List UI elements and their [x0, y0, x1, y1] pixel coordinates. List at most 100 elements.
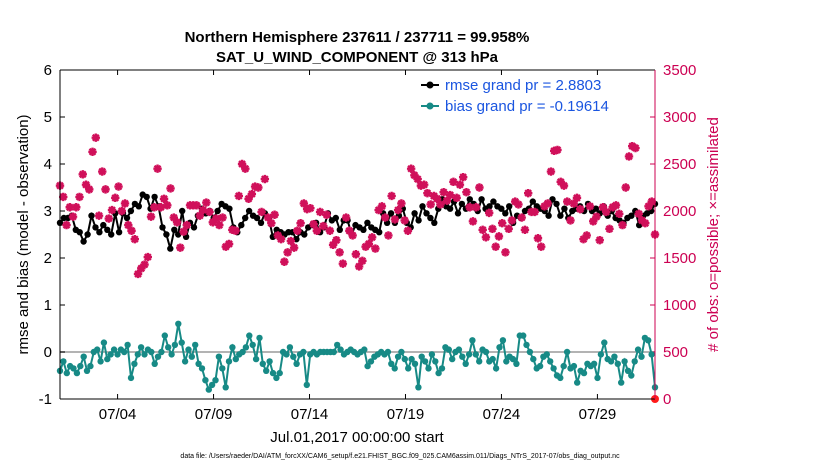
obs-count-marker [504, 224, 513, 234]
bias-point [276, 369, 283, 377]
bias-point [503, 358, 510, 365]
y-tick-label-right: 0 [663, 391, 671, 408]
obs-count-marker [429, 191, 439, 201]
obs-count-marker [351, 250, 361, 259]
bias-point [154, 353, 162, 360]
rmse-point [427, 214, 434, 222]
x-tick-label: 07/29 [579, 406, 617, 423]
bias-point [100, 339, 108, 346]
rmse-point [245, 207, 253, 215]
obs-count-marker [244, 194, 253, 203]
bias-point [384, 348, 392, 356]
obs-count-marker [585, 202, 595, 211]
rmse-point [238, 221, 245, 229]
bias-point [361, 346, 368, 353]
obs-count-marker [543, 199, 552, 208]
obs-count-marker [432, 194, 442, 203]
bias-point [263, 367, 270, 374]
obs-count-marker [647, 197, 656, 206]
obs-count-marker [114, 182, 123, 191]
bias-point [60, 358, 67, 365]
obs-count-marker [276, 235, 286, 244]
bias-point [391, 365, 398, 372]
bias-point [141, 351, 148, 358]
obs-count-marker [641, 219, 650, 228]
bias-point [161, 332, 168, 339]
bias-point [212, 377, 219, 384]
obs-count-marker [85, 185, 94, 194]
obs-count-marker [400, 216, 409, 225]
obs-count-marker [179, 227, 188, 236]
bias-point [171, 341, 179, 349]
obs-count-marker [579, 235, 588, 244]
chart-title-line2: SAT_U_WIND_COMPONENT @ 313 hPa [216, 49, 499, 66]
obs-count-marker [553, 145, 562, 155]
obs-count-marker [182, 220, 192, 230]
bias-point [192, 341, 199, 349]
bias-point [151, 360, 158, 367]
bias-point [394, 353, 402, 360]
y-tick-label-left: -1 [39, 391, 52, 408]
obs-count-marker [406, 164, 416, 173]
bias-point [158, 348, 165, 356]
obs-count-marker [449, 177, 458, 187]
bias-point [104, 355, 111, 363]
obs-count-marker [153, 164, 162, 173]
rmse-point [529, 198, 536, 205]
obs-count-marker [471, 203, 481, 212]
legend-label-bias: bias grand pr = -0.19614 [445, 98, 609, 115]
bias-point [425, 365, 432, 372]
obs-count-marker [439, 188, 448, 197]
obs-count-marker [559, 181, 569, 190]
obs-count-marker [111, 193, 120, 203]
bias-point [266, 358, 273, 365]
obs-count-marker [224, 239, 234, 249]
bias-point [83, 367, 91, 374]
obs-count-marker [133, 269, 143, 279]
bias-point [107, 351, 114, 358]
x-tick-label: 07/24 [483, 406, 521, 423]
legend-marker-bias [426, 102, 434, 110]
obs-count-marker [68, 212, 78, 221]
obs-count-marker [364, 239, 374, 249]
bias-point [408, 355, 415, 363]
bias-point [219, 365, 226, 372]
obs-count-marker [247, 189, 257, 199]
bias-point [127, 374, 135, 382]
bias-point [239, 348, 246, 356]
bias-point [249, 341, 256, 349]
bias-point [232, 355, 239, 363]
obs-count-marker [556, 177, 565, 187]
obs-count-marker [104, 214, 113, 223]
y-tick-label-right: 1500 [663, 250, 696, 267]
obs-count-marker [546, 167, 556, 176]
obs-count-marker [270, 210, 279, 219]
bias-point [137, 344, 145, 351]
obs-count-marker [452, 193, 461, 203]
bias-point [195, 360, 202, 367]
bias-point [131, 360, 138, 367]
bias-point [496, 344, 503, 351]
obs-count-marker [582, 231, 591, 240]
rmse-point [545, 212, 552, 219]
bias-point [489, 355, 496, 363]
obs-count-marker [72, 203, 81, 212]
rmse-point [592, 205, 600, 212]
bias-point [415, 384, 422, 391]
rmse-point [96, 229, 103, 236]
obs-count-marker [423, 188, 432, 198]
bias-point [594, 374, 601, 382]
bias-point [459, 353, 466, 360]
bias-point [148, 348, 155, 356]
obs-count-marker [241, 164, 250, 173]
obs-count-marker [598, 203, 608, 212]
obs-count-marker [595, 235, 604, 245]
bias-point [185, 346, 192, 353]
obs-count-marker [426, 200, 435, 209]
obs-count-marker [312, 226, 322, 235]
rmse-point [257, 219, 265, 226]
bias-point [455, 346, 463, 353]
obs-count-marker [494, 232, 504, 241]
bias-point [87, 362, 94, 370]
